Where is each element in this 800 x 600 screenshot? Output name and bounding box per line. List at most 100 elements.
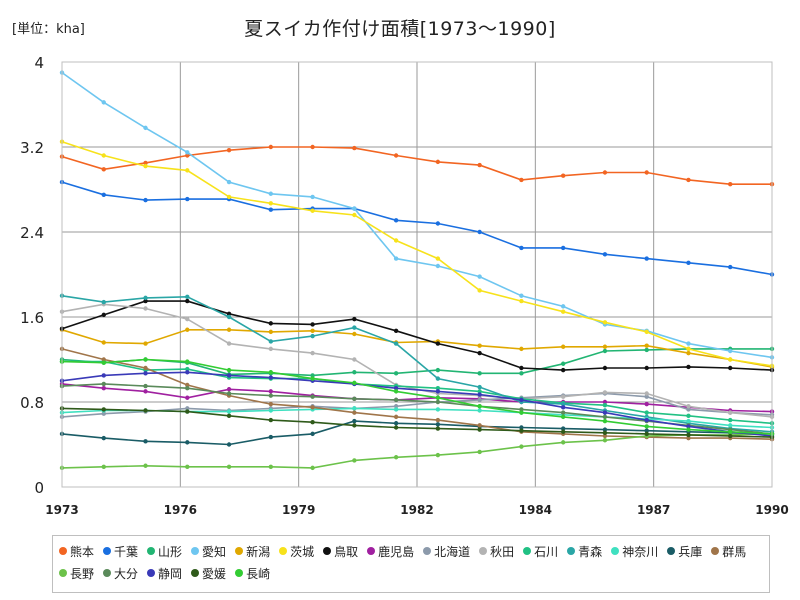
plot-frame [61,61,773,488]
data-point [226,147,232,153]
series-熊本 [59,144,775,187]
legend-label: 大分 [114,566,139,581]
series-line [61,181,773,276]
data-point [519,371,524,376]
data-point [352,325,357,330]
legend-label: 愛媛 [202,566,227,581]
data-point [143,298,148,304]
legend-label: 青森 [578,544,603,559]
data-point [560,245,566,251]
data-point [352,212,357,218]
data-point [686,424,691,429]
legend-label: 長野 [70,566,95,581]
data-point [602,390,608,395]
data-point [352,331,357,337]
data-point [644,410,649,415]
data-point [602,418,608,424]
data-point [310,350,315,356]
legend-item: 愛媛 [191,562,226,584]
series-兵庫 [59,418,775,447]
series-line [61,295,773,433]
data-point [686,427,691,432]
data-point [310,322,315,327]
legend-item: 愛知 [191,540,226,562]
data-point [268,346,274,352]
legend-item: 石川 [523,540,558,562]
data-point [686,350,691,356]
x-tick-label: 1982 [400,503,433,517]
data-point [352,423,357,428]
legend-item: 長崎 [235,562,270,584]
data-point [143,365,148,371]
data-point [602,438,608,443]
data-point [393,414,399,420]
legend-marker [711,547,720,555]
data-point [143,197,148,203]
data-point [101,153,106,158]
data-point [101,192,106,198]
data-point [393,328,399,334]
data-point [352,357,357,362]
legend-marker [279,547,288,555]
data-point [185,395,190,400]
legend-marker [667,547,676,555]
data-point [185,316,190,322]
data-point [268,191,274,196]
data-point [477,397,482,403]
data-point [560,405,566,410]
data-point [185,370,190,375]
data-point [560,344,566,349]
data-point [310,328,315,334]
data-point [268,434,274,440]
data-point [560,304,566,309]
data-point [477,423,482,428]
legend-item: 神奈川 [611,540,658,562]
data-point [435,256,441,261]
series-鳥取 [59,298,775,373]
data-point [101,385,106,391]
data-point [477,288,482,293]
data-point [393,153,399,158]
data-point [644,428,649,433]
data-point [602,402,608,408]
data-point [393,421,399,426]
data-point [644,256,649,261]
legend-marker [147,547,156,555]
data-point [519,410,524,415]
data-point [393,341,399,346]
series-lines [59,70,775,471]
data-point [477,229,482,235]
series-line [61,348,773,440]
data-point [728,429,733,434]
data-point [686,364,691,370]
data-point [101,411,106,416]
y-tick-label: 0 [34,479,44,497]
series-line [61,71,773,359]
data-point [310,373,315,378]
data-point [519,407,524,412]
data-point [393,371,399,376]
data-point [226,373,232,378]
data-point [477,274,482,279]
data-point [728,264,733,270]
data-point [143,357,148,362]
legend-item: 北海道 [423,540,470,562]
data-point [226,387,232,392]
data-point [602,399,608,405]
legend-item: 静岡 [147,562,182,584]
legend-marker [191,547,200,555]
series-line [62,360,773,425]
data-point [728,433,733,439]
data-point [644,365,649,371]
data-point [352,406,357,411]
series-line [61,433,773,469]
data-point [728,181,733,187]
data-point [435,376,441,381]
data-point [101,299,106,305]
data-point [728,423,733,428]
series-line [61,371,773,437]
data-point [101,100,106,105]
legend-marker [103,547,112,555]
series-line [61,140,773,367]
x-tick-label: 1990 [755,503,788,517]
